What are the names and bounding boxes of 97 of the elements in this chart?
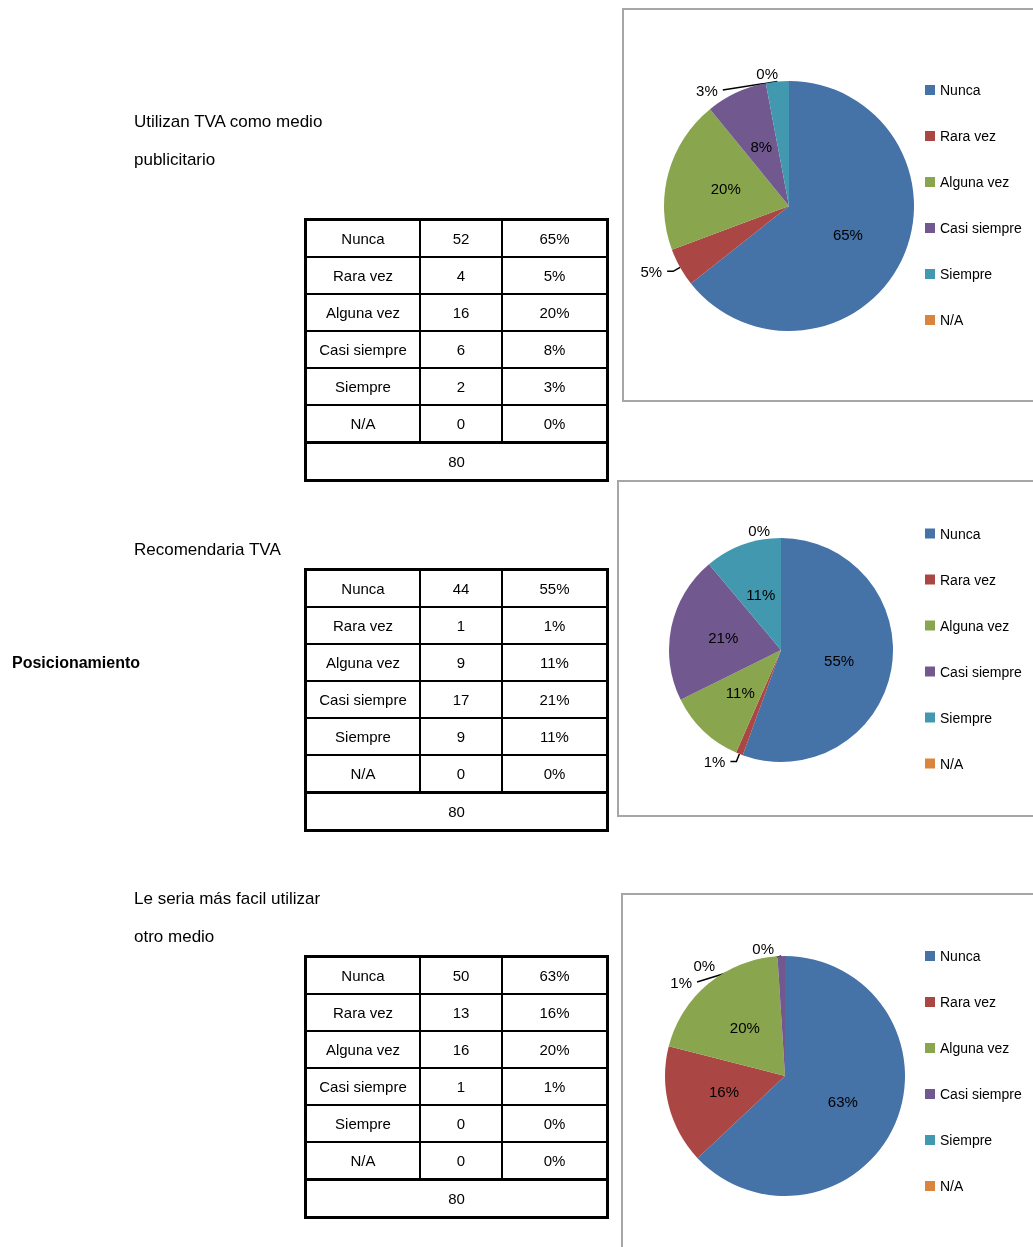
data-label: 3% — [696, 81, 718, 99]
data-label: 63% — [502, 956, 608, 994]
data-label: 50 — [420, 956, 502, 994]
text: 0% — [752, 939, 774, 957]
text: 80 — [448, 803, 465, 820]
data-label: 1 — [420, 607, 502, 644]
text: 80 — [448, 1190, 465, 1207]
text: 0% — [756, 64, 778, 82]
data-label: 20% — [729, 1018, 760, 1036]
data-label: 0% — [502, 1142, 608, 1180]
legend-label: Rara vez — [940, 571, 997, 588]
data-label: 5% — [640, 262, 663, 280]
category-label: Rara vez — [305, 994, 420, 1031]
data-label: 0% — [502, 1105, 608, 1142]
legend-label: Nunca — [940, 948, 981, 964]
data-label: 5% — [502, 257, 608, 294]
data-label: 8% — [750, 138, 773, 156]
data-label: 17 — [420, 681, 502, 718]
data-label: 16 — [420, 1031, 502, 1068]
legend-label: Casi siempre — [940, 220, 1022, 236]
category-label: Alguna vez — [305, 1031, 420, 1068]
data-label: 0 — [420, 405, 502, 443]
legend-label: Siempre — [940, 1132, 993, 1148]
data-label: 16% — [502, 994, 608, 1031]
legend-label: Siempre — [940, 709, 993, 726]
legend-label: Alguna vez — [940, 617, 1010, 634]
data-label: 21% — [502, 681, 608, 718]
data-label: 21% — [708, 629, 739, 647]
data-label: 9 — [420, 718, 502, 755]
data-label: 20% — [502, 1031, 608, 1068]
data-label: 1% — [703, 752, 726, 770]
data-label: 11% — [502, 644, 608, 681]
category-label: Casi siempre — [305, 331, 420, 368]
data-label: 0% — [502, 405, 608, 443]
category-label: Nunca — [305, 219, 420, 257]
data-label: 11% — [725, 684, 755, 702]
legend-label: Rara vez — [940, 128, 997, 144]
data-label: 0 — [420, 1105, 502, 1142]
data-label: 52 — [420, 219, 502, 257]
text: Recomendaria TVA — [134, 539, 282, 561]
data-label: 0% — [502, 755, 608, 793]
legend-label: Nunca — [940, 525, 981, 542]
data-label: 4 — [420, 257, 502, 294]
text: 0% — [748, 521, 770, 539]
data-label: 55% — [824, 651, 855, 669]
data-label: 11% — [746, 586, 776, 604]
data-label: 20% — [502, 294, 608, 331]
data-label: 13 — [420, 994, 502, 1031]
data-label: 3% — [502, 368, 608, 405]
text: Posicionamiento — [12, 654, 141, 672]
data-label: 16 — [420, 294, 502, 331]
legend-label: N/A — [940, 312, 964, 328]
category-label: Nunca — [305, 956, 420, 994]
category-label: N/A — [305, 405, 420, 443]
data-label: 65% — [502, 219, 608, 257]
category-label: N/A — [305, 1142, 420, 1180]
data-label: 16% — [708, 1083, 739, 1101]
category-label: Nunca — [305, 569, 420, 607]
category-label: Casi siempre — [305, 1068, 420, 1105]
legend-label: Casi siempre — [940, 1086, 1022, 1102]
legend-label: Siempre — [940, 266, 993, 282]
data-label: 0 — [420, 755, 502, 793]
category-label: Alguna vez — [305, 294, 420, 331]
data-label: 6 — [420, 331, 502, 368]
legend-label: Rara vez — [940, 994, 997, 1010]
category-label: Siempre — [305, 718, 420, 755]
data-label: 20% — [710, 180, 741, 198]
text: 0% — [693, 956, 716, 974]
data-label: 2 — [420, 368, 502, 405]
data-label: 65% — [832, 226, 863, 244]
data-label: 1 — [420, 1068, 502, 1105]
legend-label: Alguna vez — [940, 174, 1010, 190]
text: 80 — [448, 453, 465, 470]
text: Le seria más facil utilizar otro medio — [134, 888, 322, 948]
legend-label: Nunca — [940, 82, 981, 98]
data-label: 0 — [420, 1142, 502, 1180]
legend-label: Alguna vez — [940, 1040, 1010, 1056]
data-label: 44 — [420, 569, 502, 607]
legend-label: N/A — [940, 755, 964, 772]
data-label: 1% — [670, 973, 693, 991]
category-label: Alguna vez — [305, 644, 420, 681]
category-label: Siempre — [305, 368, 420, 405]
text: Utilizan TVA como medio publicitario — [134, 111, 324, 171]
data-label: 63% — [827, 1092, 858, 1110]
data-label: 9 — [420, 644, 502, 681]
category-label: Casi siempre — [305, 681, 420, 718]
category-label: Siempre — [305, 1105, 420, 1142]
category-label: N/A — [305, 755, 420, 793]
category-label: Rara vez — [305, 607, 420, 644]
legend-label: Casi siempre — [940, 663, 1022, 680]
data-label: 11% — [502, 718, 608, 755]
data-label: 1% — [502, 1068, 608, 1105]
data-label: 8% — [502, 331, 608, 368]
legend-label: N/A — [940, 1178, 964, 1194]
data-label: 1% — [502, 607, 608, 644]
data-label: 55% — [502, 569, 608, 607]
category-label: Rara vez — [305, 257, 420, 294]
